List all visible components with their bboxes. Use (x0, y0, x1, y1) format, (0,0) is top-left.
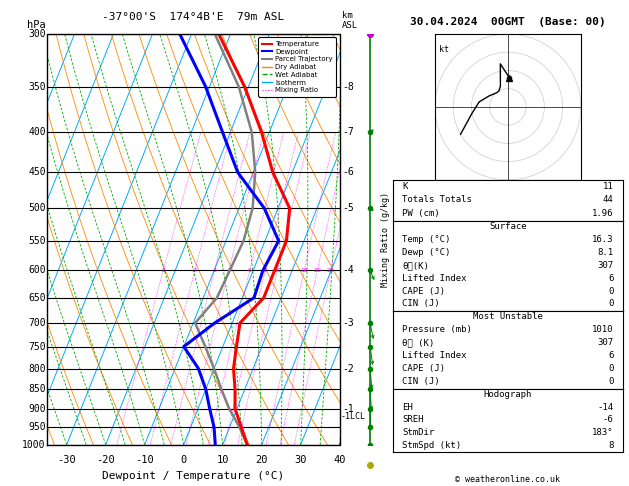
Text: 8: 8 (608, 440, 613, 450)
Text: 25: 25 (326, 268, 335, 273)
Text: -20: -20 (96, 455, 115, 465)
Text: -5: -5 (342, 203, 354, 213)
Text: Dewp (°C): Dewp (°C) (403, 248, 451, 257)
Text: θᴄ (K): θᴄ (K) (403, 338, 435, 347)
Text: -1LCL: -1LCL (341, 412, 365, 421)
Text: 0: 0 (608, 287, 613, 295)
Text: 6: 6 (608, 274, 613, 283)
Text: 10: 10 (216, 455, 229, 465)
Text: -1: -1 (342, 404, 354, 414)
Text: Surface: Surface (489, 223, 526, 231)
Text: 650: 650 (28, 293, 46, 303)
Text: 750: 750 (28, 342, 46, 351)
Text: CIN (J): CIN (J) (403, 299, 440, 309)
Text: 30.04.2024  00GMT  (Base: 00): 30.04.2024 00GMT (Base: 00) (410, 17, 606, 27)
Text: 3: 3 (213, 268, 216, 273)
Text: 900: 900 (28, 404, 46, 414)
Text: 16.3: 16.3 (592, 235, 613, 244)
Text: 700: 700 (28, 318, 46, 328)
Text: CAPE (J): CAPE (J) (403, 364, 445, 373)
Text: 307: 307 (598, 338, 613, 347)
Text: -37°00'S  174°4B'E  79m ASL: -37°00'S 174°4B'E 79m ASL (103, 12, 284, 22)
Text: 0: 0 (608, 377, 613, 386)
Text: 0: 0 (181, 455, 187, 465)
Text: 850: 850 (28, 384, 46, 394)
Text: Temp (°C): Temp (°C) (403, 235, 451, 244)
Text: 800: 800 (28, 364, 46, 374)
Text: -3: -3 (342, 318, 354, 328)
Text: 8: 8 (263, 268, 267, 273)
Text: Mixing Ratio (g/kg): Mixing Ratio (g/kg) (381, 192, 389, 287)
Text: -2: -2 (342, 364, 354, 374)
Text: 44: 44 (603, 195, 613, 204)
Text: -4: -4 (342, 265, 354, 276)
Text: 8.1: 8.1 (598, 248, 613, 257)
Text: 1000: 1000 (22, 440, 46, 450)
Text: θᴄ(K): θᴄ(K) (403, 261, 429, 270)
Text: 183°: 183° (592, 428, 613, 437)
Text: PW (cm): PW (cm) (403, 209, 440, 218)
Text: -6: -6 (603, 415, 613, 424)
Text: kt: kt (438, 45, 448, 54)
Legend: Temperature, Dewpoint, Parcel Trajectory, Dry Adiabat, Wet Adiabat, Isotherm, Mi: Temperature, Dewpoint, Parcel Trajectory… (259, 37, 336, 97)
Text: -14: -14 (598, 402, 613, 412)
Text: 1: 1 (161, 268, 165, 273)
Text: 20: 20 (255, 455, 268, 465)
Text: Dewpoint / Temperature (°C): Dewpoint / Temperature (°C) (103, 471, 284, 482)
Text: 350: 350 (28, 82, 46, 91)
Text: 6: 6 (608, 351, 613, 360)
Text: Most Unstable: Most Unstable (473, 312, 543, 321)
Text: 40: 40 (333, 455, 346, 465)
Text: 2: 2 (193, 268, 197, 273)
Text: -6: -6 (342, 167, 354, 177)
Text: -10: -10 (135, 455, 154, 465)
Text: 0: 0 (608, 364, 613, 373)
Text: SREH: SREH (403, 415, 424, 424)
Text: 550: 550 (28, 236, 46, 246)
Text: 0: 0 (608, 299, 613, 309)
Text: StmSpd (kt): StmSpd (kt) (403, 440, 462, 450)
Text: StmDir: StmDir (403, 428, 435, 437)
Text: 20: 20 (313, 268, 321, 273)
Text: CIN (J): CIN (J) (403, 377, 440, 386)
Text: hPa: hPa (27, 20, 46, 30)
Text: 11: 11 (603, 181, 613, 191)
Text: 300: 300 (28, 29, 46, 39)
Text: -8: -8 (342, 82, 354, 91)
Text: 10: 10 (274, 268, 281, 273)
Text: Totals Totals: Totals Totals (403, 195, 472, 204)
Text: 307: 307 (598, 261, 613, 270)
Text: 950: 950 (28, 422, 46, 432)
Text: 600: 600 (28, 265, 46, 276)
Text: 450: 450 (28, 167, 46, 177)
Text: Hodograph: Hodograph (484, 390, 532, 399)
Text: CAPE (J): CAPE (J) (403, 287, 445, 295)
Text: 30: 30 (294, 455, 307, 465)
Text: -7: -7 (342, 127, 354, 137)
Text: K: K (403, 181, 408, 191)
Text: Lifted Index: Lifted Index (403, 351, 467, 360)
Text: Lifted Index: Lifted Index (403, 274, 467, 283)
Text: km
ASL: km ASL (342, 11, 359, 30)
Text: -30: -30 (57, 455, 76, 465)
Text: 400: 400 (28, 127, 46, 137)
Text: Pressure (mb): Pressure (mb) (403, 325, 472, 334)
Text: 16: 16 (300, 268, 308, 273)
Text: 1010: 1010 (592, 325, 613, 334)
Text: © weatheronline.co.uk: © weatheronline.co.uk (455, 474, 560, 484)
Text: 1.96: 1.96 (592, 209, 613, 218)
Text: 4: 4 (226, 268, 231, 273)
Text: 500: 500 (28, 203, 46, 213)
Text: 6: 6 (248, 268, 252, 273)
Text: EH: EH (403, 402, 413, 412)
